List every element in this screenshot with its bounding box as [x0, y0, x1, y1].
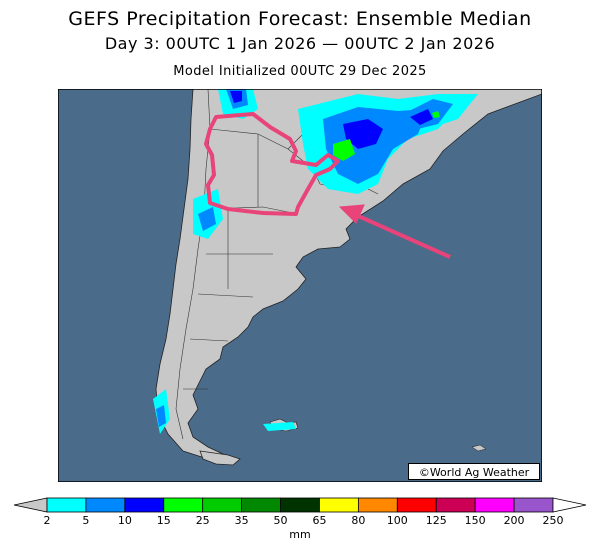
legend-swatch — [357, 497, 398, 513]
precip-shading — [153, 89, 478, 434]
legend-above-max — [552, 497, 587, 513]
legend-tick-label: 10 — [118, 514, 132, 527]
legend-swatch — [46, 497, 87, 513]
south-georgia — [471, 444, 487, 452]
legend-tick-label: 150 — [465, 514, 486, 527]
tierra-del-fuego — [199, 450, 241, 466]
legend-tick-label: 250 — [543, 514, 564, 527]
legend-swatch — [319, 497, 359, 513]
legend-swatch — [202, 497, 243, 513]
legend-swatch — [280, 497, 320, 513]
color-legend: 2 5 10 15 25 35 50 65 80 100 125 150 200 250 — [13, 497, 587, 527]
legend-tick-label: 65 — [312, 514, 326, 527]
legend-tick-label: 25 — [196, 514, 210, 527]
legend-tick-label: 100 — [387, 514, 408, 527]
pointer-arrow — [338, 204, 451, 259]
legend-swatch — [85, 497, 126, 513]
legend-tick-label: 15 — [157, 514, 171, 527]
legend-tick-label: 2 — [44, 514, 51, 527]
legend-tick-label: 125 — [426, 514, 447, 527]
legend-below-min — [13, 497, 48, 513]
legend-swatch — [474, 497, 515, 513]
land-mass — [155, 89, 542, 462]
legend-tick-label: 80 — [351, 514, 365, 527]
legend-unit: mm — [289, 528, 311, 541]
credit-label: ©World Ag Weather — [408, 463, 540, 480]
highlight-region — [204, 112, 340, 216]
legend-tick-label: 200 — [504, 514, 525, 527]
legend-tick-label: 35 — [235, 514, 249, 527]
legend-swatch — [396, 497, 437, 513]
forecast-period: Day 3: 00UTC 1 Jan 2026 — 00UTC 2 Jan 20… — [104, 34, 496, 53]
legend-swatch — [163, 497, 204, 513]
legend-swatch — [241, 497, 281, 513]
legend-swatch — [513, 497, 554, 513]
legend-swatch — [124, 497, 165, 513]
legend-tick-label: 5 — [82, 514, 89, 527]
legend-swatch — [435, 497, 476, 513]
precipitation-map — [58, 89, 542, 482]
legend-tick-label: 50 — [274, 514, 288, 527]
map-title: GEFS Precipitation Forecast: Ensemble Me… — [68, 8, 532, 30]
model-init-time: Model Initialized 00UTC 29 Dec 2025 — [173, 64, 427, 79]
